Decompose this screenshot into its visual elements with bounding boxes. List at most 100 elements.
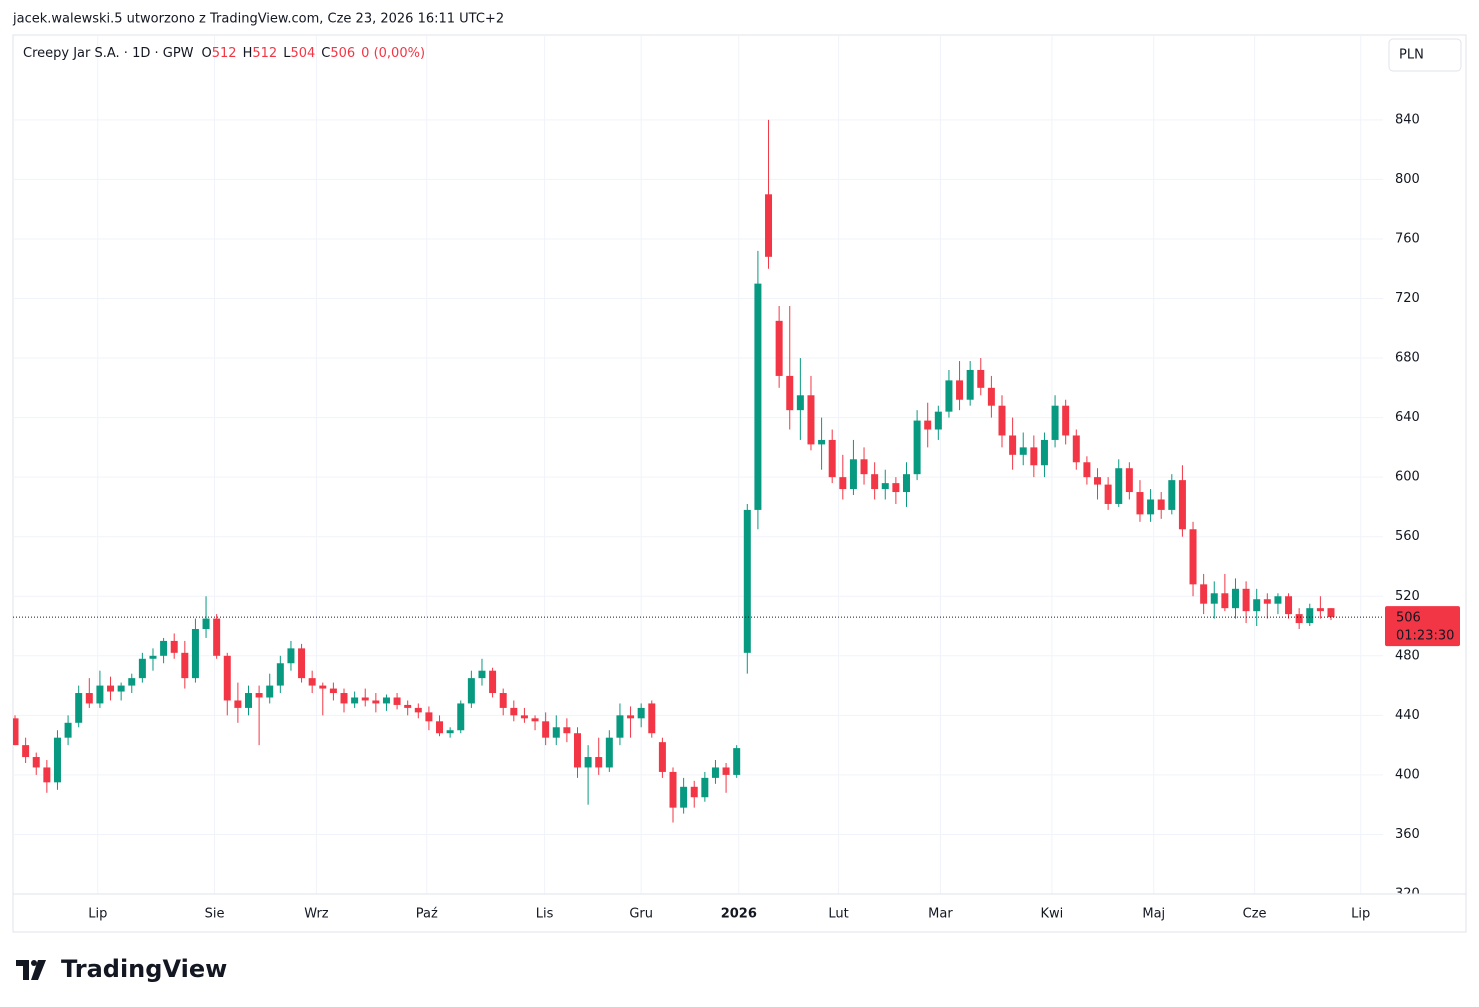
candle-body: [1030, 447, 1038, 466]
candle-body: [1168, 480, 1176, 510]
candle-body: [849, 459, 857, 490]
candle-body: [255, 693, 263, 698]
candle-body: [244, 693, 252, 708]
candle-body: [722, 767, 730, 775]
candle-body: [1263, 599, 1271, 604]
candle-body: [839, 477, 847, 490]
x-tick-label: Mar: [928, 907, 953, 922]
candle-body: [393, 697, 401, 705]
y-tick-label: 520: [1395, 589, 1420, 604]
candle-body: [754, 283, 762, 510]
legend-value: 506: [330, 46, 355, 61]
candle-body: [329, 688, 337, 694]
legend-value: 512: [252, 46, 277, 61]
price-tag: [1385, 606, 1460, 647]
candle-body: [1147, 499, 1155, 515]
candle-body: [1051, 405, 1059, 440]
candle-body: [1178, 480, 1186, 530]
y-tick-label: 680: [1395, 351, 1420, 366]
candle-body: [1221, 593, 1229, 609]
candle-body: [202, 618, 210, 630]
candle-body: [22, 745, 30, 758]
candle-body: [32, 757, 40, 768]
candle-body: [1009, 435, 1017, 455]
candle-body: [818, 439, 826, 445]
candle-body: [1125, 468, 1133, 493]
candles: [13, 119, 1335, 823]
candle-body: [1189, 529, 1197, 585]
candle-body: [1285, 596, 1293, 615]
logo-icon: [16, 960, 46, 980]
candle-body: [796, 395, 804, 411]
candle-body: [1253, 599, 1261, 612]
candle-body: [913, 420, 921, 475]
candle-body: [1040, 439, 1048, 466]
candle-body: [1019, 447, 1027, 455]
candle-body: [1104, 484, 1112, 504]
x-tick-label: Lis: [536, 907, 554, 922]
candle-body: [892, 483, 900, 493]
candle-body: [499, 693, 507, 708]
candle-body: [382, 697, 390, 704]
candle-body: [605, 737, 613, 768]
candle-body: [510, 707, 518, 716]
legend-value: 512: [212, 46, 237, 61]
candle-body: [478, 670, 486, 679]
candle-body: [138, 658, 146, 679]
candle-body: [1072, 435, 1080, 463]
candle-body: [775, 320, 783, 376]
candle-body: [64, 722, 72, 738]
y-tick-label: 480: [1395, 648, 1420, 663]
candle-body: [181, 652, 189, 679]
y-axis: 320 360 400 440 480 520 560 600 640 680 720 760 800 8…: [1395, 112, 1420, 902]
candle-body: [786, 375, 794, 411]
x-tick-label: Gru: [629, 907, 653, 922]
x-tick-label: Maj: [1142, 907, 1165, 922]
candle-body: [298, 648, 306, 679]
candle-body: [658, 742, 666, 772]
candle-body: [669, 771, 677, 808]
y-tick-label: 400: [1395, 767, 1420, 782]
candle-body: [680, 786, 688, 808]
candle-body: [531, 718, 539, 722]
candle-body: [595, 757, 603, 768]
candle-body: [170, 640, 178, 653]
candle-body: [648, 703, 656, 734]
legend-label: L: [283, 46, 291, 61]
candle-body: [319, 685, 327, 689]
candle-body: [276, 663, 284, 686]
candle-body: [1200, 584, 1208, 604]
currency-button[interactable]: [1388, 38, 1462, 72]
y-tick-label: 320: [1395, 887, 1420, 902]
candle-body: [765, 194, 773, 257]
x-tick-label: Lip: [88, 907, 107, 922]
x-tick-label: Cze: [1243, 907, 1267, 922]
candle-body: [552, 727, 560, 738]
candle-body: [627, 715, 635, 719]
candle-body: [563, 727, 571, 734]
candle-body: [956, 380, 964, 400]
candle-body: [690, 786, 698, 798]
candle-body: [711, 767, 719, 778]
chart-frame: [12, 34, 1467, 933]
candle-body: [1327, 608, 1335, 618]
x-tick-label: Lut: [828, 907, 848, 922]
candle-body: [287, 648, 295, 664]
y-tick-label: 640: [1395, 410, 1420, 425]
candle-body: [542, 721, 550, 738]
x-tick-label: Lip: [1351, 907, 1370, 922]
candle-body: [1231, 588, 1239, 609]
candle-body: [128, 678, 136, 686]
y-tick-label: 600: [1395, 470, 1420, 485]
candle-body: [1136, 492, 1144, 515]
candle-body: [637, 707, 645, 719]
candle-body: [75, 693, 83, 723]
x-tick-label: Kwi: [1040, 907, 1063, 922]
currency[interactable]: PLN: [1399, 48, 1424, 63]
legend-label: H: [243, 46, 253, 61]
candle-body: [96, 685, 104, 704]
candle-body: [234, 700, 242, 708]
candle-body: [1316, 608, 1324, 612]
candle-body: [1242, 588, 1250, 612]
